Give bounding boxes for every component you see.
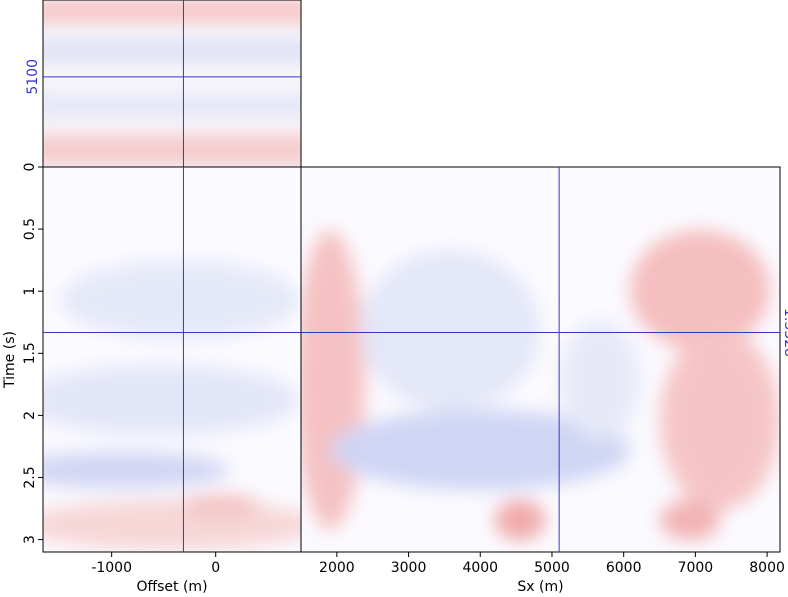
top-panel-image	[43, 0, 301, 167]
x-axis-label: Sx (m)	[517, 579, 563, 595]
x-tick-label: 7000	[678, 560, 714, 576]
y-tick-label: 0.5	[22, 218, 38, 240]
x-tick-label: 5000	[534, 560, 570, 576]
x-tick-label: 0	[211, 560, 220, 576]
panel-frame	[300, 166, 781, 553]
crosshair-label: 1.3328	[781, 308, 788, 357]
x-tick-label: 4000	[462, 560, 498, 576]
crosshair-label: 5100	[25, 59, 41, 95]
x-axis-label: Offset (m)	[136, 579, 207, 595]
x-tick-label: 2000	[319, 560, 355, 576]
x-tick-label: 8000	[749, 560, 785, 576]
y-tick-label: 0	[22, 163, 38, 172]
x-tick-label: 3000	[391, 560, 427, 576]
front-panel-image	[43, 167, 301, 552]
y-axis-label: Time (s)	[2, 331, 18, 389]
y-tick-label: 2.5	[22, 466, 38, 488]
x-tick-label: 6000	[606, 560, 642, 576]
y-tick-label: 1.5	[22, 342, 38, 364]
y-tick-label: 3	[22, 535, 38, 544]
side-panel-image	[301, 167, 780, 552]
y-tick-label: 2	[22, 411, 38, 420]
x-tick-label: -1000	[91, 560, 132, 576]
y-tick-label: 1	[22, 287, 38, 296]
